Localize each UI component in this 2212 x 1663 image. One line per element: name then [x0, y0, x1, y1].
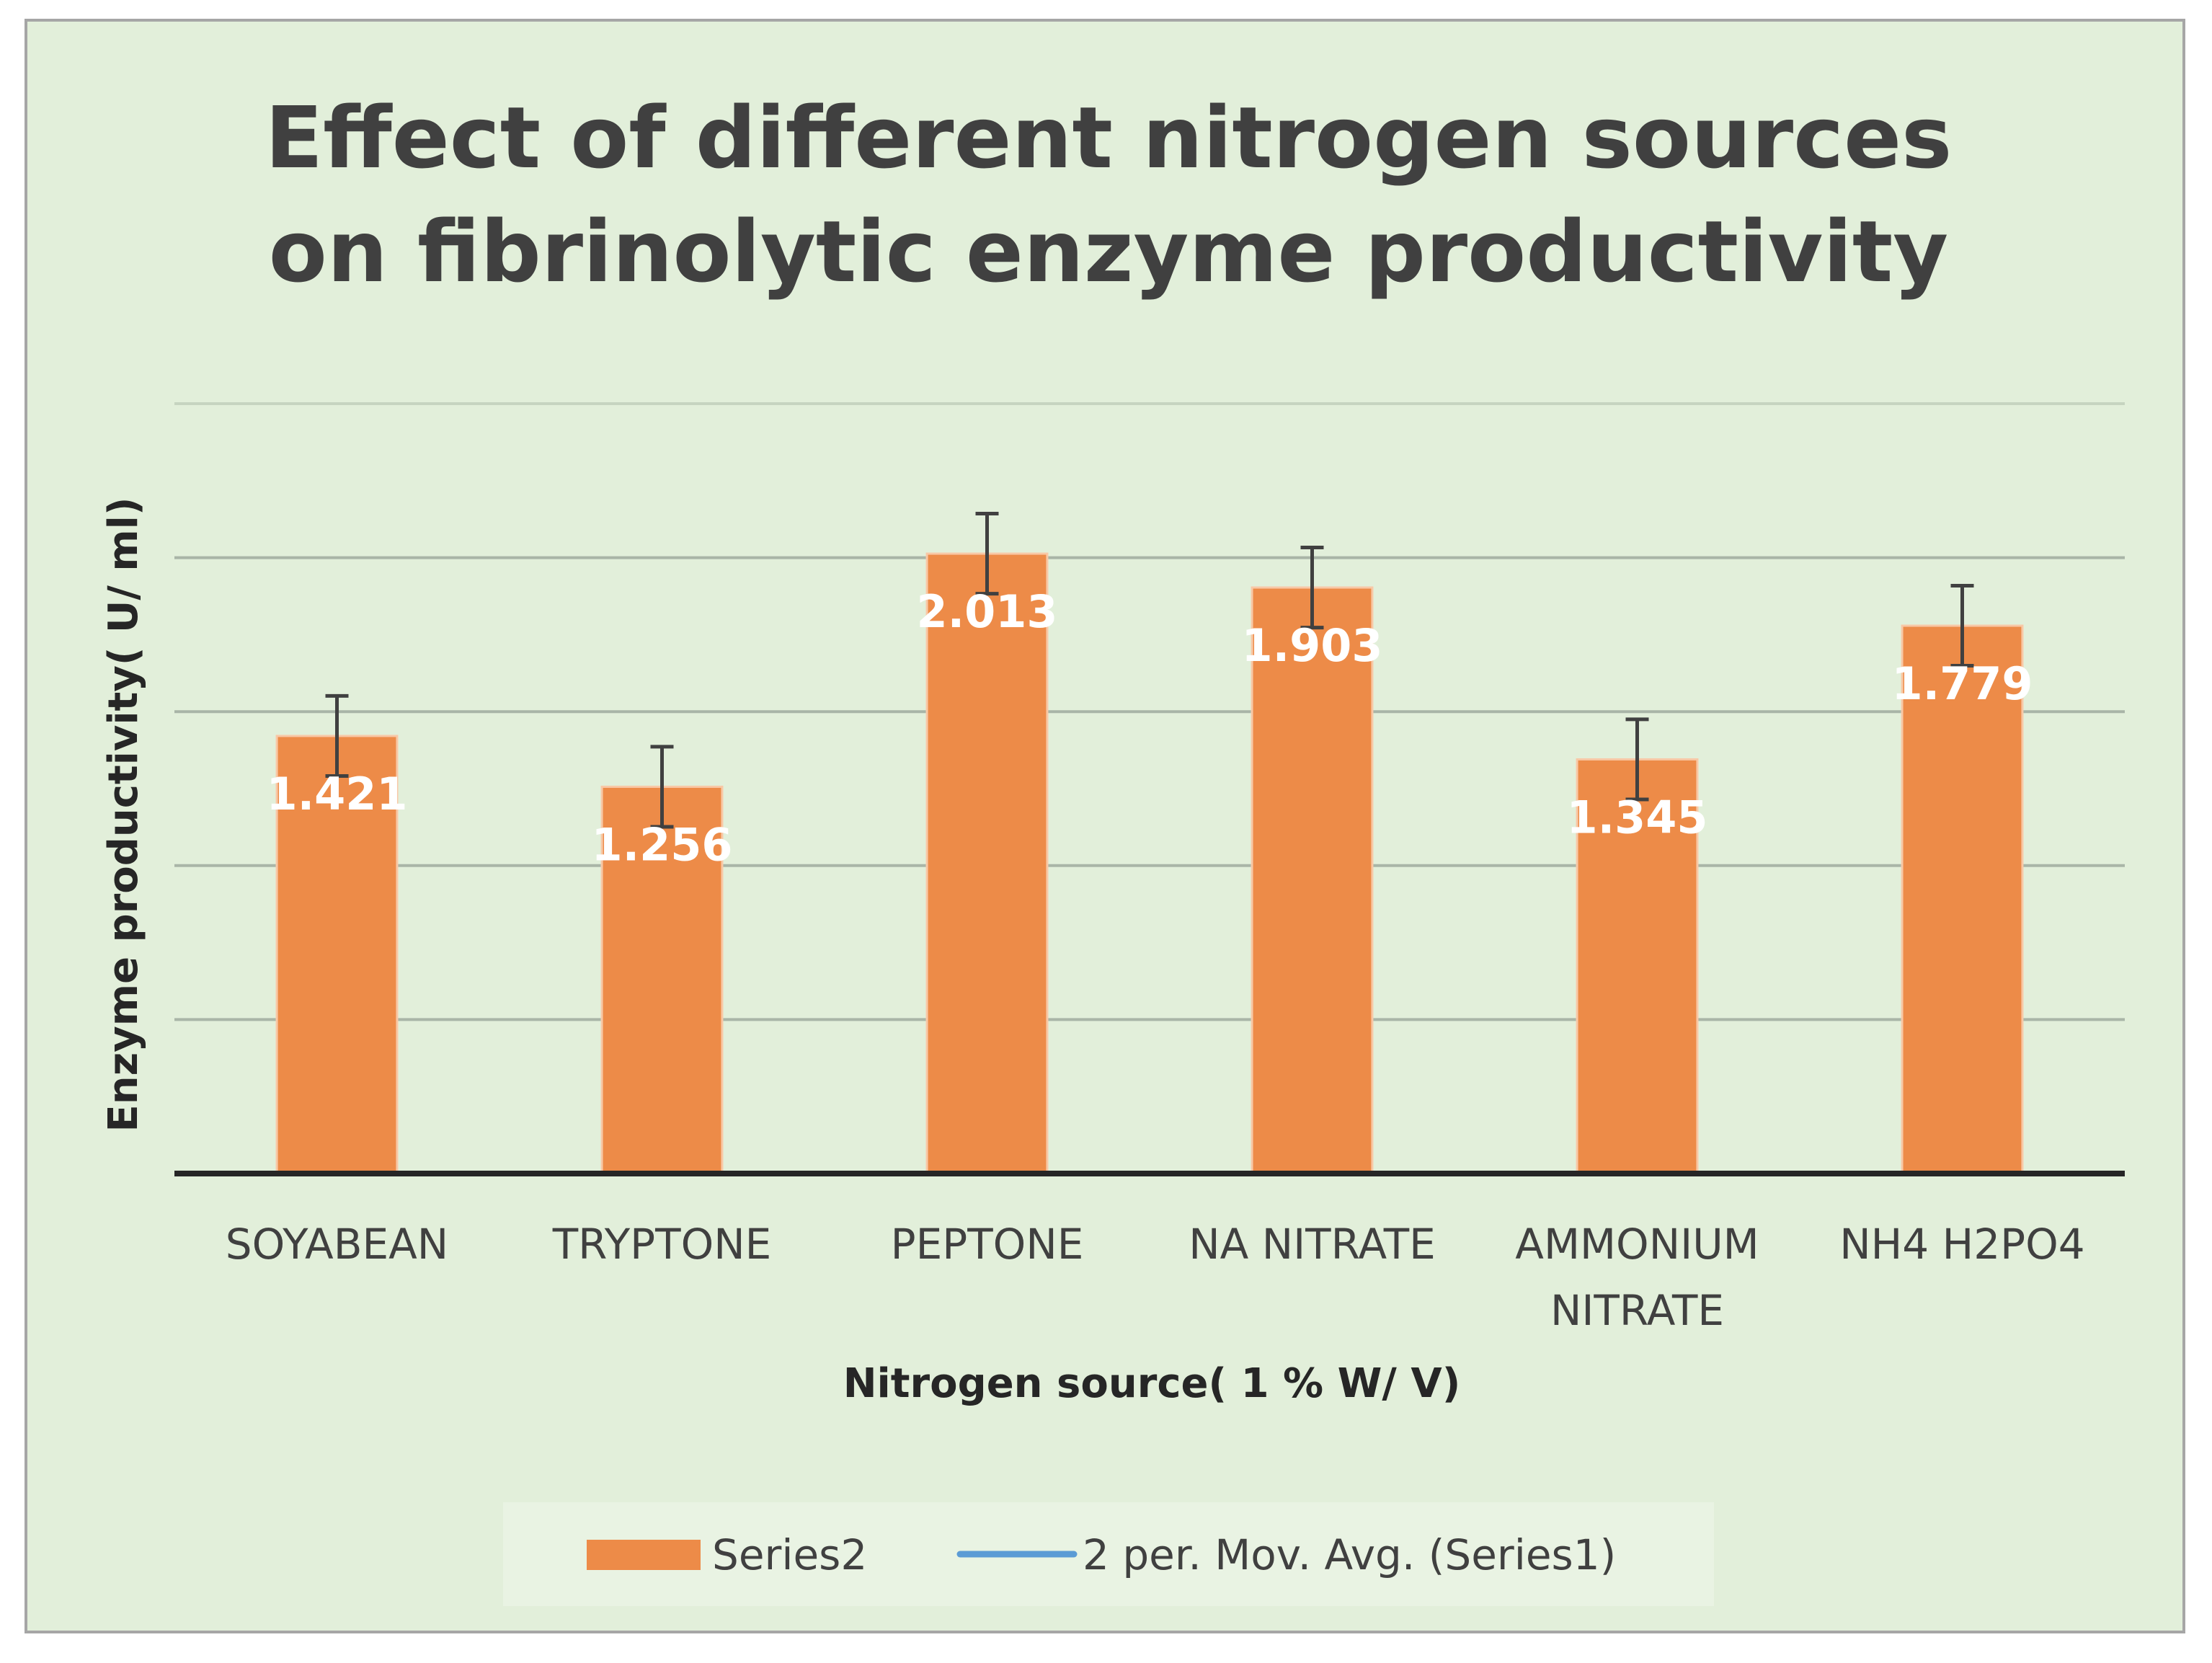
chart-title-line-2: on fibrinolytic enzyme productivity	[269, 202, 1948, 301]
error-bars	[325, 512, 1974, 829]
chart-svg: Effect of different nitrogen sources on …	[100, 88, 2125, 1606]
category-label: AMMONIUM	[1515, 1220, 1759, 1269]
category-labels: SOYABEAN TRYPTONE PEPTONE NA NITRATE AMMONIU…	[226, 1220, 2085, 1335]
data-label: 1.256	[591, 818, 732, 871]
gridlines	[174, 402, 2125, 1021]
legend-label-moving-average: 2 per. Mov. Avg. (Series1)	[1083, 1530, 1616, 1579]
data-label: 1.903	[1241, 619, 1382, 672]
chart-title-line-1: Effect of different nitrogen sources	[265, 88, 1953, 187]
category-label: NA NITRATE	[1189, 1220, 1436, 1269]
category-label: NH4 H2PO4	[1839, 1220, 2084, 1269]
bar	[1251, 586, 1374, 1175]
x-axis-title: Nitrogen source( 1 % W/ V)	[843, 1360, 1461, 1407]
bar	[275, 735, 399, 1175]
category-label: PEPTONE	[891, 1220, 1084, 1269]
chart-frame: Effect of different nitrogen sources on …	[25, 19, 2185, 1633]
data-label: 1.421	[266, 768, 407, 820]
data-labels: 1.421 1.256 2.013 1.903 1.345 1.779	[266, 585, 2033, 871]
legend: Series2 2 per. Mov. Avg. (Series1)	[503, 1502, 1714, 1606]
category-label: TRYPTONE	[552, 1220, 772, 1269]
bars	[275, 552, 2024, 1175]
legend-swatch-series2	[587, 1540, 701, 1570]
bar	[925, 552, 1049, 1175]
data-label: 1.779	[1891, 657, 2033, 710]
data-label: 2.013	[916, 585, 1057, 638]
category-label: NITRATE	[1550, 1286, 1724, 1335]
category-label: SOYABEAN	[226, 1220, 448, 1269]
legend-label-series2: Series2	[712, 1530, 867, 1579]
data-label: 1.345	[1566, 791, 1707, 843]
y-axis-title: Enzyme productivity( U/ ml)	[100, 497, 147, 1132]
legend-box	[503, 1502, 1714, 1606]
